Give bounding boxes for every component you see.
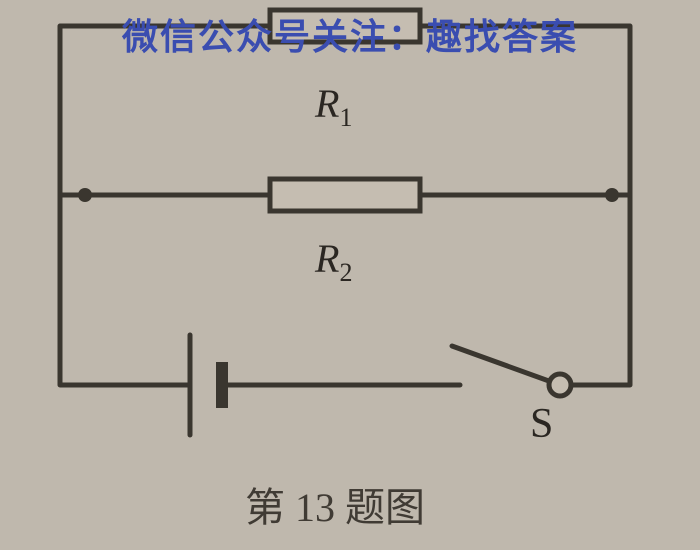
switch-pivot [549,374,571,396]
label-r2: R2 [315,235,352,288]
label-switch: S [530,400,553,448]
wire-bottom-right [560,195,630,385]
node-right [605,188,619,202]
figure-caption: 第 13 题图 [245,475,425,533]
switch-arm [452,346,560,385]
watermark-text: 微信公众号关注：趣找答案 [0,8,700,60]
wire-bottom-left [60,195,190,385]
node-left [78,188,92,202]
label-r1: R1 [315,80,352,133]
resistor-r2 [270,179,420,211]
